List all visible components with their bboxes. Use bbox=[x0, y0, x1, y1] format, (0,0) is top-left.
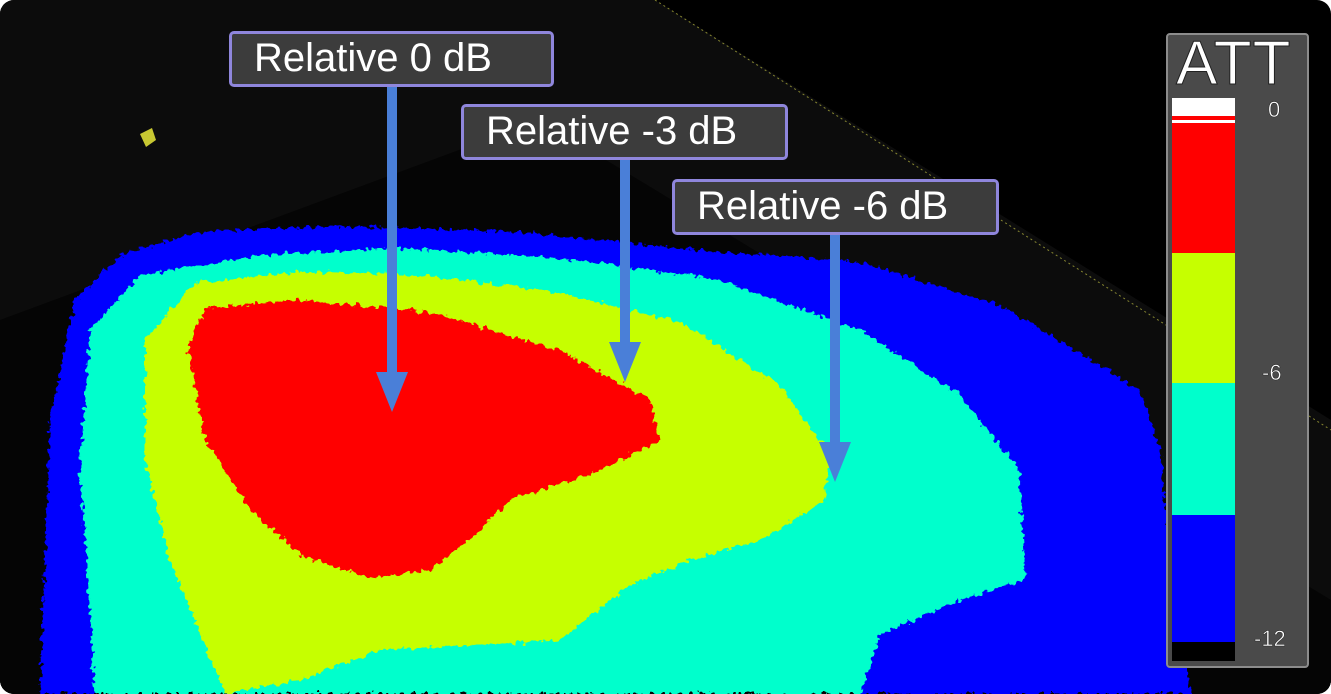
arrow-0db bbox=[376, 86, 408, 412]
arrow-6db bbox=[819, 233, 851, 482]
legend-swatch-cyan bbox=[1172, 383, 1235, 515]
legend-tick-12: -12 bbox=[1254, 626, 1286, 651]
arrow-3db bbox=[609, 158, 641, 382]
callout-relative-0db: Relative 0 dB bbox=[229, 31, 554, 87]
legend-swatch-red bbox=[1172, 123, 1235, 253]
legend-tick-6: -6 bbox=[1262, 360, 1282, 385]
legend-swatch-red-line bbox=[1172, 116, 1235, 120]
attenuation-legend: ATT 0 -6 -12 bbox=[1166, 29, 1309, 668]
legend-swatch-yellow bbox=[1172, 253, 1235, 383]
legend-swatch-white-line bbox=[1172, 120, 1235, 123]
callout-relative-6db: Relative -6 dB bbox=[672, 179, 999, 235]
legend-color-bar bbox=[1172, 98, 1235, 661]
legend-tick-0: 0 bbox=[1268, 97, 1281, 122]
legend-swatch-black bbox=[1172, 642, 1235, 661]
legend-swatch-blue bbox=[1172, 515, 1235, 642]
legend-title: ATT bbox=[1176, 29, 1292, 98]
marker-object bbox=[140, 128, 156, 147]
callout-relative-3db: Relative -3 dB bbox=[461, 104, 788, 160]
coverage-zone-red bbox=[188, 300, 660, 578]
legend-swatch-white bbox=[1172, 98, 1235, 116]
